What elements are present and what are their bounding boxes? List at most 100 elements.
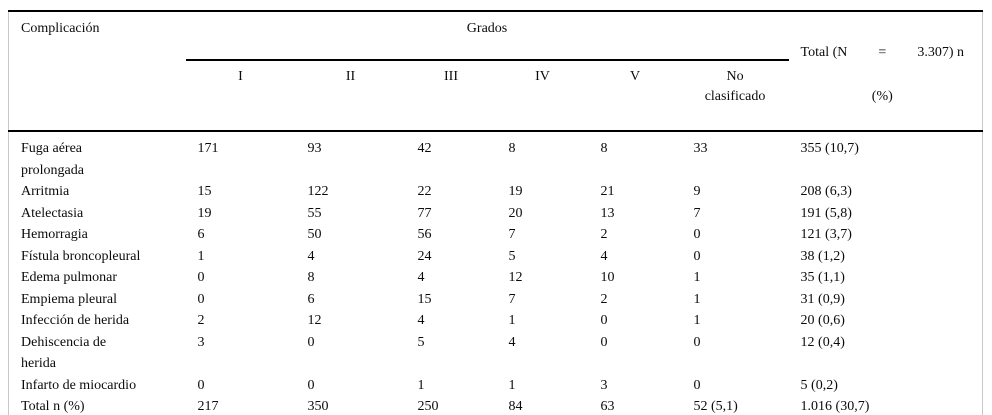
- grade-value-cell: 4: [600, 248, 608, 264]
- table-row: Atelectasia 19 55 77 20 13 7 191 (5,8): [9, 203, 983, 225]
- table-row: Empiema pleural 0 6 15 7 2 1 31 (0,9): [9, 289, 983, 311]
- grade-value-cell: 0: [307, 377, 315, 393]
- total-value-cell: 20 (0,6): [800, 313, 845, 328]
- grade-value-cell: 42: [417, 141, 432, 156]
- grade-value-cell: 0: [600, 334, 608, 350]
- grade-value-cell: 1: [508, 377, 516, 393]
- table-row: Infección de herida 2 12 4 1 0 1 20 (0,6): [9, 310, 983, 332]
- complications-table: Complicación Grados Total (N = 3.307) n …: [8, 10, 984, 415]
- grade-value-cell: 8: [307, 270, 315, 285]
- column-header-grade-4: IV: [496, 59, 589, 133]
- grade-value-cell: 3: [600, 377, 608, 393]
- grade-value-cell: 4: [508, 334, 516, 350]
- grade-value-cell: 217 (21,4): [197, 399, 219, 414]
- column-header-no-clasificado: No clasificado: [681, 59, 789, 133]
- complication-label: Infección de herida: [21, 313, 130, 328]
- grade-value-cell: 0: [600, 313, 608, 328]
- grade-value-cell: 22: [417, 184, 432, 199]
- complication-label: Fístula broncopleural: [21, 248, 141, 264]
- grade-value-cell: 0: [693, 248, 701, 264]
- grade-value-cell: 52 (5,1): [693, 399, 738, 414]
- grade-value-cell: 1: [417, 377, 425, 393]
- grade-value-cell: 6: [197, 227, 205, 242]
- grade-value-cell: 7: [693, 205, 701, 221]
- table-body: Fuga aérea prolongada 171 93 42 8 8 33 355 (10,…: [9, 131, 983, 415]
- grade-value-cell: 84 (8,3): [508, 399, 523, 414]
- grade-value-cell: 8: [508, 141, 516, 156]
- table-row: Hemorragia 6 50 56 7 2 0 121 (3,7): [9, 224, 983, 246]
- total-header-line1: Total (N = 3.307) n: [801, 42, 965, 64]
- total-value-cell: 31 (0,9): [800, 291, 845, 307]
- total-header-left: Total (N: [800, 45, 848, 60]
- grade-value-cell: 33: [693, 141, 708, 156]
- total-header-percent: (%): [871, 89, 893, 104]
- complication-label: Fuga aérea prolongada: [21, 141, 84, 178]
- grade-value-cell: 0: [197, 377, 205, 393]
- total-value-cell: 191 (5,8): [800, 205, 852, 221]
- grade-value-cell: 1: [693, 313, 701, 328]
- grade-value-cell: 2: [600, 227, 608, 242]
- total-header-equals: =: [878, 45, 887, 60]
- complication-label: Total n (%): [21, 399, 85, 414]
- grade-value-cell: 0: [693, 334, 701, 350]
- grade-value-cell: 50: [307, 227, 322, 242]
- header-row-2: I II III IV V No clasificado: [9, 59, 983, 133]
- grade-value-cell: 0: [693, 227, 701, 242]
- grade-value-cell: 4: [417, 313, 425, 328]
- header-row-1: Complicación Grados Total (N = 3.307) n …: [8, 11, 983, 132]
- total-value-cell: 12 (0,4): [800, 334, 845, 350]
- table-row: Edema pulmonar 0 8 4 12 10 1 35 (1,1): [9, 267, 983, 289]
- grade-value-cell: 1: [508, 313, 516, 328]
- grade-value-cell: 3: [197, 334, 205, 350]
- grade-value-cell: 1: [693, 291, 701, 307]
- column-header-grade-2: II: [295, 59, 406, 133]
- complication-label: Arritmia: [21, 184, 70, 199]
- column-header-grade-3: III: [405, 59, 497, 133]
- total-value-cell: 355 (10,7): [800, 141, 859, 156]
- grade-value-cell: 13: [600, 205, 615, 221]
- table-row: Dehiscencia de herida 3 0 5 4 0 0 12 (0,4): [9, 332, 983, 375]
- grade-value-cell: 6: [307, 291, 315, 307]
- grade-value-cell: 15: [417, 291, 432, 307]
- total-value-cell: 121 (3,7): [800, 227, 852, 242]
- total-header-right: 3.307) n: [917, 45, 965, 60]
- grade-value-cell: 5: [508, 248, 516, 264]
- grade-value-cell: 55: [307, 205, 322, 221]
- grade-value-cell: 0: [307, 334, 315, 350]
- grade-value-cell: 7: [508, 291, 516, 307]
- grade-value-cell: 2: [197, 313, 205, 328]
- grade-value-cell: 0: [197, 291, 205, 307]
- grade-value-cell: 5: [417, 334, 425, 350]
- grade-value-cell: 0: [693, 377, 701, 393]
- column-header-total: Total (N = 3.307) n (%): [788, 11, 983, 132]
- grade-value-cell: 1: [197, 248, 205, 264]
- table-header: Complicación Grados Total (N = 3.307) n …: [8, 11, 983, 133]
- grade-value-cell: 350 (34,4): [307, 399, 329, 414]
- table-row: Fístula broncopleural 1 4 24 5 4 0 38 (1,2): [9, 246, 983, 268]
- grade-value-cell: 7: [508, 227, 516, 242]
- grade-value-cell: 250 (24,6): [417, 399, 439, 414]
- complication-label: Edema pulmonar: [21, 270, 118, 285]
- grade-value-cell: 63 (6,2): [600, 399, 615, 414]
- column-header-complicacion: Complicación: [8, 11, 186, 132]
- total-value-cell: 35 (1,1): [800, 270, 845, 285]
- grade-value-cell: 93: [307, 141, 322, 156]
- grade-value-cell: 4: [417, 270, 425, 285]
- complication-label: Hemorragia: [21, 227, 88, 242]
- grade-value-cell: 15: [197, 184, 212, 199]
- grade-value-cell: 12: [508, 270, 523, 285]
- column-header-grade-1: I: [185, 59, 296, 133]
- grade-value-cell: 9: [693, 184, 701, 199]
- complication-label: Dehiscencia de herida: [21, 334, 107, 372]
- grade-value-cell: 10: [600, 270, 615, 285]
- grade-value-cell: 122: [307, 184, 329, 199]
- total-value-cell: 1.016 (30,7): [800, 399, 870, 414]
- grade-value-cell: 77: [417, 205, 432, 221]
- grade-value-cell: 1: [693, 270, 701, 285]
- grade-value-cell: 171: [197, 141, 219, 156]
- complication-label: Atelectasia: [21, 205, 84, 221]
- grade-value-cell: 8: [600, 141, 608, 156]
- complication-label: Empiema pleural: [21, 291, 118, 307]
- grade-value-cell: 21: [600, 184, 615, 199]
